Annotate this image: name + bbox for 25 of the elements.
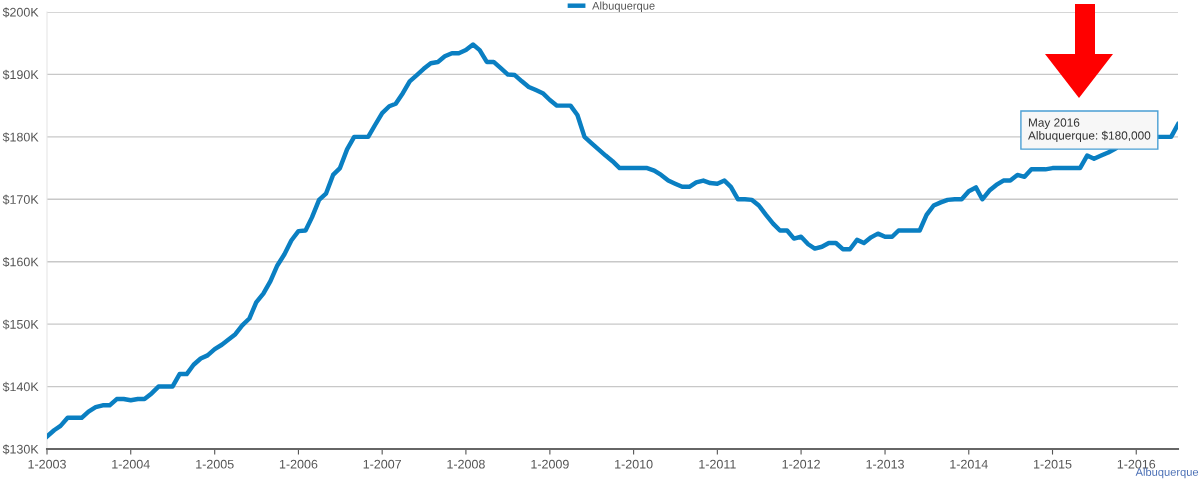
x-tick-label: 1-2011: [699, 459, 736, 469]
y-tick-label: $190K: [2, 69, 39, 80]
x-tick-label: 1-2004: [112, 459, 150, 469]
legend-label: Albuquerque: [592, 1, 655, 12]
x-tick-label: 1-2010: [615, 459, 653, 469]
y-tick-label: $130K: [2, 444, 39, 455]
x-tick-label: 1-2009: [531, 459, 569, 469]
x-tick-label: 1-2013: [866, 459, 904, 469]
y-tick-label: $180K: [2, 132, 39, 143]
x-tick-label: 1-2014: [950, 459, 988, 469]
x-tick-label: 1-2006: [279, 459, 318, 469]
x-tick-label: 1-2016: [1117, 459, 1156, 469]
y-tick-label: $170K: [2, 194, 39, 205]
x-tick-label: 1-2015: [1034, 459, 1072, 469]
y-tick-label: $150K: [2, 319, 39, 330]
x-tick-label: 1-2007: [363, 459, 402, 469]
y-tick-label: $140K: [2, 381, 39, 392]
y-tick-label: $200K: [2, 7, 39, 18]
annotation: May 2016 Albuquerque: $180,000: [1028, 118, 1151, 142]
y-tick-label: $160K: [2, 256, 39, 268]
x-tick-label: 1-2003: [28, 459, 66, 469]
x-tick-label: 1-2005: [196, 459, 234, 469]
text: Albuquerque: [1135, 467, 1199, 479]
x-tick-label: 1-2012: [782, 459, 820, 469]
x-tick-label: 1-2008: [447, 459, 485, 469]
